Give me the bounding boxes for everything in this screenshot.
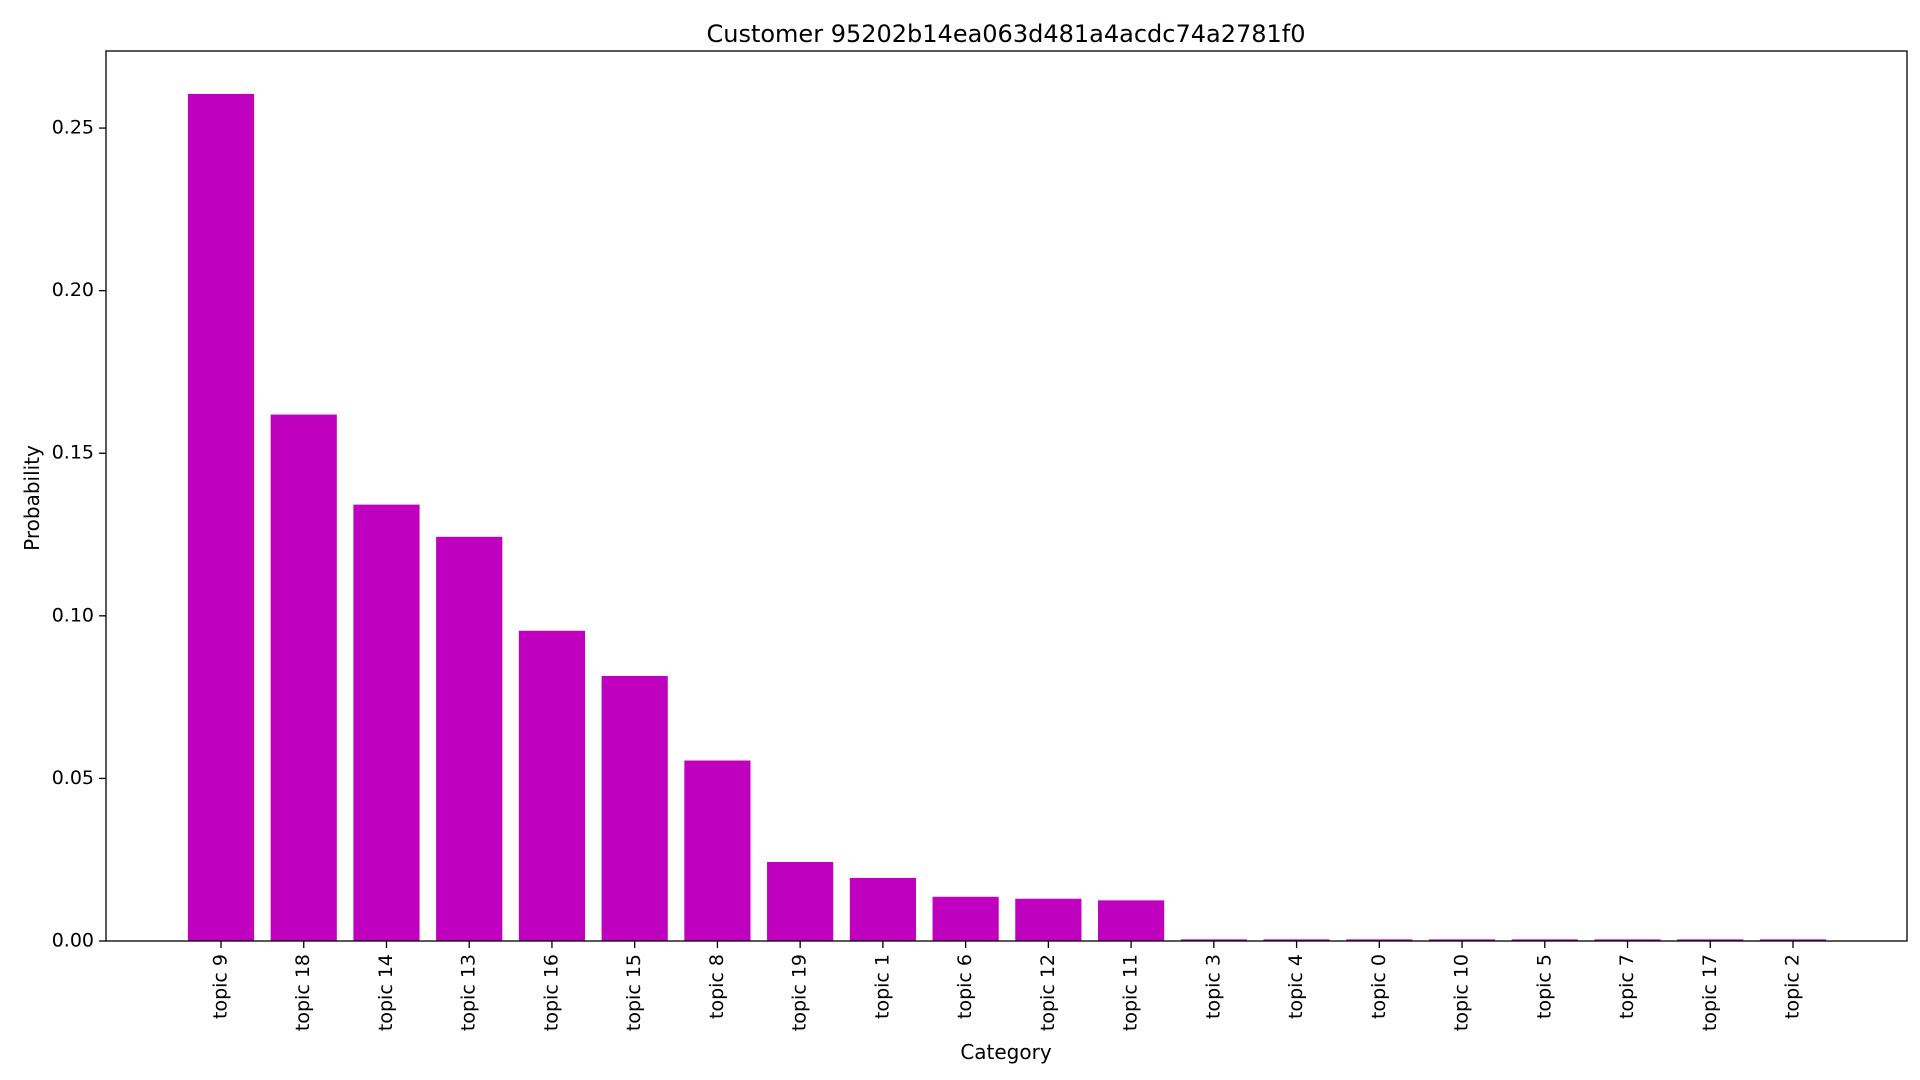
bar-topic-9 [187,93,255,942]
bar-topic-5 [1511,939,1578,941]
bar-topic-12 [1015,898,1082,941]
x-tick-label: topic 0 [1368,954,1390,1019]
bar-topic-15 [601,675,668,941]
x-tick-label: topic 1 [871,954,893,1019]
x-tick-label: topic 15 [623,954,645,1031]
chart-title: Customer 95202b14ea063d481a4acdc74a2781f… [706,20,1305,48]
x-tick-label: topic 12 [1037,954,1059,1031]
y-tick-label: 0.10 [52,604,94,626]
y-axis: 0.00 0.05 0.10 0.15 0.20 0.25 [52,117,106,952]
y-tick-label: 0.00 [52,930,94,952]
bar-topic-4 [1263,939,1330,941]
x-tick-label: topic 3 [1202,954,1224,1019]
y-tick-label: 0.15 [52,442,94,464]
y-tick-label: 0.20 [52,279,94,301]
bar-topic-11 [1098,900,1165,941]
x-tick-label: topic 8 [706,954,728,1019]
x-tick-label: topic 6 [954,954,976,1019]
x-axis-label: Category [960,1040,1052,1064]
y-tick-label: 0.25 [52,117,94,139]
bar-topic-19 [767,861,834,941]
bar-topic-6 [932,896,999,941]
y-axis-label: Probability [20,445,44,551]
bar-topic-3 [1180,939,1247,941]
x-tick-label: topic 4 [1285,954,1307,1019]
bar-topic-16 [518,630,586,941]
x-tick-label: topic 7 [1616,954,1638,1019]
bar-topic-17 [1677,939,1744,941]
x-tick-label: topic 17 [1699,954,1721,1031]
x-tick-label: topic 18 [292,954,314,1031]
bar-topic-8 [684,760,751,941]
x-tick-label: topic 5 [1533,954,1555,1019]
x-tick-label: topic 16 [540,954,562,1031]
bar-topic-2 [1759,939,1827,941]
bars-layer [187,93,1827,942]
x-tick-label: topic 14 [375,954,397,1031]
bar-topic-1 [849,877,916,941]
x-tick-label: topic 9 [210,954,232,1019]
x-tick-label: topic 11 [1120,954,1142,1031]
bar-topic-13 [436,536,503,941]
bar-topic-18 [270,414,337,941]
plot-frame [105,50,1908,942]
x-tick-label: topic 13 [458,954,480,1031]
bar-topic-10 [1428,939,1496,941]
bar-topic-0 [1346,939,1413,941]
y-tick-label: 0.05 [52,767,94,789]
bar-topic-14 [353,504,420,941]
x-tick-label: topic 2 [1782,954,1804,1019]
x-tick-label: topic 10 [1451,954,1473,1031]
bar-topic-7 [1594,939,1661,941]
x-axis: topic 9 topic 18 topic 14 topic 13 topic 16 t… [210,941,1804,1031]
x-tick-label: topic 19 [789,954,811,1031]
